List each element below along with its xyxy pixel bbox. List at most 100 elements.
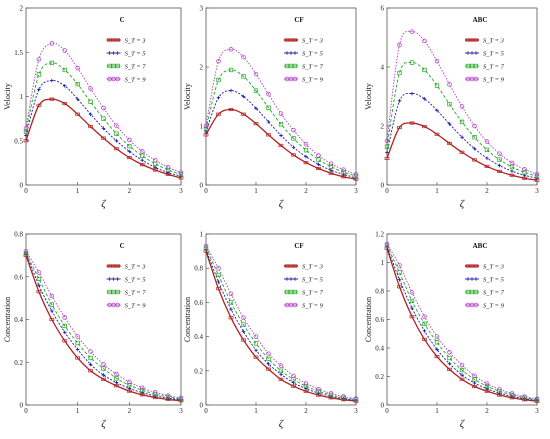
legend-swatch-marker [115,302,120,308]
data-point [435,347,439,352]
series-3 [384,243,540,402]
data-point [216,265,221,271]
data-point [353,172,359,177]
data-point [303,142,309,147]
data-point [49,97,55,101]
y-tick-label: 0.6 [194,299,203,307]
data-point [384,241,390,247]
data-point [484,147,490,153]
legend-swatch-marker [115,264,120,268]
legend-label: S_T = 3 [483,263,505,270]
data-point [397,270,402,275]
legend-swatch-marker [115,76,120,82]
data-point [62,315,67,320]
data-point [178,170,184,175]
data-point [49,60,54,66]
legend: S_T = 3 S_T = 5 S_T = 7 S_T = 9 [106,263,146,309]
data-point [291,380,296,385]
data-point [409,315,415,319]
legend-swatch-marker [292,76,298,82]
data-point [422,67,427,73]
legend-swatch-marker [292,63,298,69]
data-point [203,123,209,129]
data-point [203,245,209,250]
series-3 [203,67,359,179]
data-point [229,88,233,93]
data-point [101,373,106,377]
data-point [253,355,259,359]
y-tick-label: 4 [381,64,385,72]
series-4 [23,248,184,401]
x-tick-label: 0 [24,407,28,415]
data-point [114,376,119,381]
series-line [25,62,182,175]
data-point [253,122,259,126]
data-point [485,156,489,160]
data-point [36,103,42,107]
data-point [384,156,390,161]
panel-title: ABC [473,242,488,250]
plot-panel-2: 0 1 2 3 0 1 2 3 ζ Velocity CF S_T = 3 S_T = 5 S_T = 7… [183,5,359,210]
data-point [341,169,346,175]
legend: S_T = 3 S_T = 5 S_T = 7 S_T = 9 [106,37,146,83]
data-point [497,169,502,173]
data-point [459,119,465,125]
legend-swatch-marker [473,76,479,82]
legend-swatch-marker [285,277,289,281]
data-point [459,362,465,368]
data-point [497,163,502,168]
data-point [50,309,54,313]
data-point [397,42,402,48]
data-point [509,173,515,177]
data-point [36,270,42,275]
data-point [75,65,80,71]
legend-swatch-marker [107,277,112,281]
data-point [140,153,145,158]
panel-title: C [120,242,125,250]
series-1 [384,246,540,403]
data-point [484,381,490,386]
x-axis-label: ζ [101,418,107,430]
data-point [266,362,271,366]
data-point [266,367,271,371]
data-point [278,122,284,127]
legend-label: S_T = 5 [302,276,324,283]
plot-panel-6: 0 1 2 3 0 0.2 0.4 0.6 0.8 1 1.2 ζ Concentration ABC S_… [364,231,540,430]
data-point [62,330,67,335]
series-1 [203,249,359,403]
x-tick-label: 3 [179,407,183,415]
data-point [509,160,515,166]
y-tick-label: 0.2 [14,359,23,367]
data-point [228,107,234,112]
data-point [303,148,309,153]
legend-label: S_T = 5 [483,276,505,283]
data-point [216,280,221,284]
legend-label: S_T = 7 [483,63,505,70]
data-point [434,340,440,345]
data-point [165,165,171,170]
data-point [62,339,68,343]
data-point [484,384,490,389]
data-point [101,366,106,371]
data-point [291,373,296,379]
legend-swatch-marker [474,277,478,281]
series-4 [203,243,359,401]
data-point [101,126,106,131]
data-point [241,338,246,342]
series-3 [23,60,184,177]
data-point [228,67,234,73]
data-point [278,363,284,368]
data-point [522,167,527,172]
legend-swatch-marker [470,51,474,55]
series-1 [384,121,540,182]
data-point [101,105,106,111]
data-point [472,123,477,129]
series-line [386,30,538,175]
y-tick-label: 1 [200,123,204,131]
data-point [291,153,296,157]
series-line [25,250,182,399]
legend-swatch-marker [111,63,116,69]
data-point [140,388,145,393]
data-point [410,91,414,96]
x-tick-label: 0 [385,407,389,415]
